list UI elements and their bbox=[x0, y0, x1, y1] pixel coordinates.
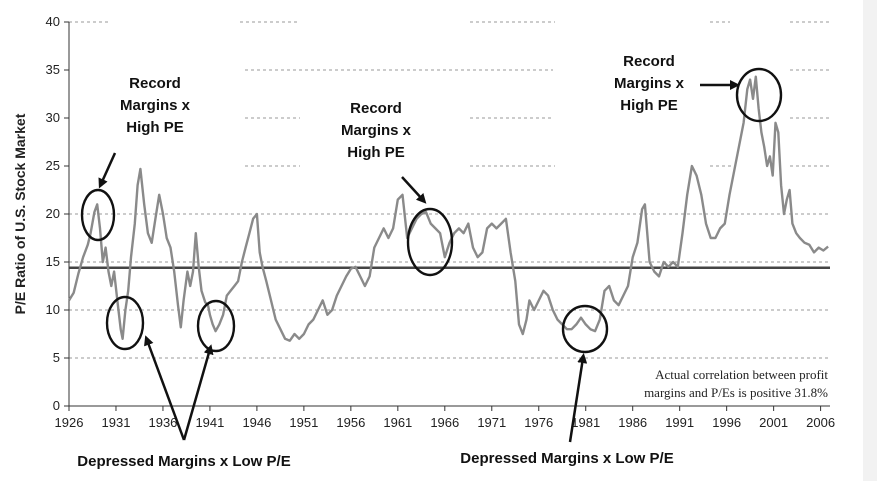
y-ticks: 0 5 10 15 20 25 30 35 40 bbox=[46, 14, 69, 413]
page-edge bbox=[863, 0, 877, 481]
y-axis-label: P/E Ratio of U.S. Stock Market bbox=[12, 113, 28, 314]
note-line-2: margins and P/Es is positive 31.8% bbox=[644, 385, 828, 400]
x-tick-label-1976: 1976 bbox=[524, 415, 553, 430]
circle-1964 bbox=[406, 207, 454, 277]
x-tick-label-1941: 1941 bbox=[195, 415, 224, 430]
y-tick-label-20: 20 bbox=[46, 206, 60, 221]
circle-1999 bbox=[735, 67, 783, 123]
circle-1942 bbox=[196, 299, 236, 353]
arrow-1981 bbox=[568, 353, 588, 443]
x-tick-label-1961: 1961 bbox=[383, 415, 412, 430]
circle-1981 bbox=[561, 304, 609, 354]
annotation-1999-line-1: Record bbox=[623, 53, 675, 70]
x-tick-label-1996: 1996 bbox=[712, 415, 741, 430]
x-tick-label-1951: 1951 bbox=[289, 415, 318, 430]
note-line-1: Actual correlation between profit bbox=[655, 367, 828, 382]
x-tick-label-1936: 1936 bbox=[148, 415, 177, 430]
x-tick-label-1966: 1966 bbox=[430, 415, 459, 430]
circle-1932 bbox=[105, 295, 145, 351]
y-tick-label-25: 25 bbox=[46, 158, 60, 173]
x-tick-label-2001: 2001 bbox=[759, 415, 788, 430]
x-tick-label-1931: 1931 bbox=[102, 415, 131, 430]
y-tick-label-30: 30 bbox=[46, 110, 60, 125]
x-tick-label-1946: 1946 bbox=[242, 415, 271, 430]
correlation-note: Actual correlation between profit margin… bbox=[644, 367, 828, 400]
y-tick-label-0: 0 bbox=[53, 398, 60, 413]
x-tick-label-1981: 1981 bbox=[571, 415, 600, 430]
x-tick-label-1991: 1991 bbox=[665, 415, 694, 430]
annotation-1999-line-2: Margins x bbox=[614, 75, 685, 92]
x-tick-label-1926: 1926 bbox=[55, 415, 84, 430]
x-tick-label-2006: 2006 bbox=[806, 415, 835, 430]
arrow-1929 bbox=[98, 152, 117, 189]
annotation-depressed-1981: Depressed Margins x Low P/E bbox=[460, 450, 673, 467]
annotation-1929-line-3: High PE bbox=[126, 119, 184, 136]
y-tick-label-5: 5 bbox=[53, 350, 60, 365]
arrow-1964 bbox=[401, 176, 427, 204]
annotation-1964-line-2: Margins x bbox=[341, 122, 412, 139]
x-tick-label-1956: 1956 bbox=[336, 415, 365, 430]
y-tick-label-15: 15 bbox=[46, 254, 60, 269]
annotation-1929-line-1: Record bbox=[129, 75, 181, 92]
annotation-1999-line-3: High PE bbox=[620, 97, 678, 114]
x-tick-label-1971: 1971 bbox=[477, 415, 506, 430]
x-ticks: 1926 1931 1936 1941 1946 1951 1956 1961 1966 1971… bbox=[55, 406, 835, 430]
y-tick-label-35: 35 bbox=[46, 62, 60, 77]
x-tick-label-1986: 1986 bbox=[618, 415, 647, 430]
annotation-1964-line-3: High PE bbox=[347, 144, 405, 161]
y-tick-label-10: 10 bbox=[46, 302, 60, 317]
annotation-1929-line-2: Margins x bbox=[120, 97, 191, 114]
annotation-depressed-1930s: Depressed Margins x Low P/E bbox=[77, 453, 290, 470]
annotation-1999: Record Margins x High PE bbox=[614, 53, 685, 114]
annotation-1964-line-1: Record bbox=[350, 100, 402, 117]
arrow-1932 bbox=[144, 335, 186, 441]
circle-1929 bbox=[80, 188, 116, 242]
annotation-1964: Record Margins x High PE bbox=[341, 100, 412, 161]
annotation-1929: Record Margins x High PE bbox=[120, 75, 191, 136]
y-tick-label-40: 40 bbox=[46, 14, 60, 29]
pe-series-line bbox=[67, 75, 829, 342]
arrow-1942 bbox=[182, 344, 214, 441]
gridlines bbox=[69, 21, 830, 359]
